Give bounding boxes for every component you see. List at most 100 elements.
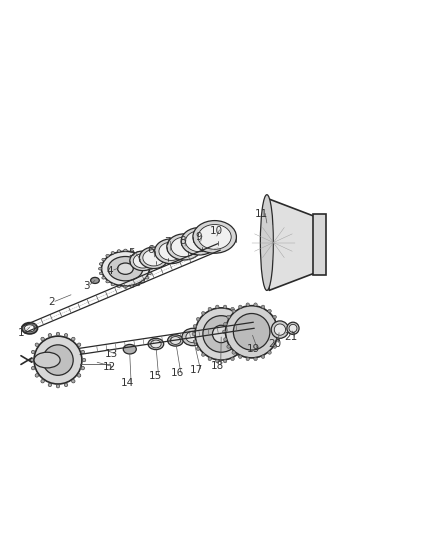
- Ellipse shape: [141, 254, 145, 257]
- Ellipse shape: [145, 277, 149, 279]
- Ellipse shape: [117, 285, 120, 288]
- Ellipse shape: [136, 283, 140, 286]
- Polygon shape: [313, 214, 325, 275]
- Text: 6: 6: [147, 245, 154, 255]
- Ellipse shape: [212, 325, 230, 343]
- Ellipse shape: [181, 228, 218, 255]
- Ellipse shape: [170, 336, 181, 344]
- Ellipse shape: [215, 305, 219, 309]
- Ellipse shape: [239, 305, 242, 309]
- Ellipse shape: [133, 254, 152, 268]
- Ellipse shape: [186, 332, 200, 343]
- Ellipse shape: [233, 313, 270, 350]
- Ellipse shape: [274, 324, 286, 335]
- Ellipse shape: [215, 359, 219, 363]
- Ellipse shape: [231, 357, 234, 361]
- Ellipse shape: [145, 258, 149, 261]
- Ellipse shape: [48, 383, 52, 386]
- Ellipse shape: [149, 268, 152, 270]
- Ellipse shape: [208, 308, 212, 311]
- Ellipse shape: [208, 357, 212, 361]
- Text: 17: 17: [190, 365, 203, 375]
- Ellipse shape: [268, 309, 271, 313]
- Ellipse shape: [124, 286, 127, 288]
- Ellipse shape: [268, 351, 271, 354]
- Ellipse shape: [243, 317, 246, 321]
- Ellipse shape: [64, 334, 68, 337]
- Polygon shape: [269, 199, 315, 290]
- Ellipse shape: [201, 353, 205, 357]
- Ellipse shape: [43, 345, 73, 375]
- Text: 5: 5: [129, 248, 135, 259]
- Ellipse shape: [117, 250, 120, 252]
- Ellipse shape: [226, 305, 278, 358]
- Ellipse shape: [35, 343, 39, 346]
- Text: 4: 4: [107, 266, 113, 276]
- Ellipse shape: [111, 252, 115, 254]
- Ellipse shape: [139, 247, 168, 269]
- Ellipse shape: [247, 332, 251, 336]
- Ellipse shape: [148, 263, 152, 265]
- Ellipse shape: [231, 308, 234, 311]
- Ellipse shape: [287, 322, 299, 334]
- Ellipse shape: [35, 374, 39, 377]
- Text: 7: 7: [164, 237, 170, 247]
- Ellipse shape: [223, 338, 227, 341]
- Ellipse shape: [41, 337, 44, 341]
- Ellipse shape: [41, 379, 44, 383]
- Ellipse shape: [254, 357, 257, 361]
- Ellipse shape: [148, 272, 152, 274]
- Ellipse shape: [117, 263, 133, 274]
- Ellipse shape: [34, 352, 60, 368]
- Ellipse shape: [261, 355, 265, 359]
- Ellipse shape: [99, 263, 103, 265]
- Ellipse shape: [223, 359, 227, 363]
- Ellipse shape: [227, 315, 230, 319]
- Ellipse shape: [277, 330, 281, 334]
- Ellipse shape: [148, 338, 164, 350]
- Ellipse shape: [99, 268, 102, 270]
- Ellipse shape: [78, 374, 81, 377]
- Ellipse shape: [71, 379, 75, 383]
- Ellipse shape: [130, 251, 156, 271]
- Ellipse shape: [182, 328, 204, 346]
- Text: 12: 12: [102, 362, 116, 373]
- Ellipse shape: [141, 280, 145, 283]
- Ellipse shape: [32, 350, 35, 354]
- Ellipse shape: [201, 311, 205, 315]
- Ellipse shape: [82, 358, 86, 362]
- Ellipse shape: [136, 252, 140, 254]
- Ellipse shape: [130, 250, 134, 252]
- Ellipse shape: [102, 251, 149, 286]
- Ellipse shape: [78, 343, 81, 346]
- Text: 10: 10: [209, 226, 223, 236]
- Ellipse shape: [246, 357, 250, 361]
- Ellipse shape: [56, 384, 60, 388]
- Ellipse shape: [130, 285, 134, 288]
- Ellipse shape: [246, 325, 249, 328]
- Ellipse shape: [99, 272, 103, 274]
- Text: 2: 2: [48, 297, 55, 307]
- Ellipse shape: [71, 337, 75, 341]
- Text: 15: 15: [148, 371, 162, 381]
- Ellipse shape: [246, 340, 249, 343]
- Ellipse shape: [239, 355, 242, 359]
- Text: 13: 13: [104, 350, 118, 359]
- Text: 1: 1: [18, 328, 25, 337]
- Ellipse shape: [237, 311, 241, 315]
- Ellipse shape: [48, 334, 52, 337]
- Ellipse shape: [196, 347, 200, 351]
- Ellipse shape: [203, 316, 240, 352]
- Text: 9: 9: [195, 232, 202, 242]
- Ellipse shape: [195, 308, 247, 360]
- Ellipse shape: [159, 242, 184, 261]
- Ellipse shape: [261, 305, 265, 309]
- Ellipse shape: [192, 332, 195, 336]
- Ellipse shape: [106, 254, 110, 257]
- Ellipse shape: [271, 321, 289, 338]
- Ellipse shape: [111, 283, 115, 286]
- Ellipse shape: [276, 322, 280, 326]
- Ellipse shape: [273, 315, 276, 319]
- Ellipse shape: [223, 305, 227, 309]
- Ellipse shape: [171, 237, 197, 257]
